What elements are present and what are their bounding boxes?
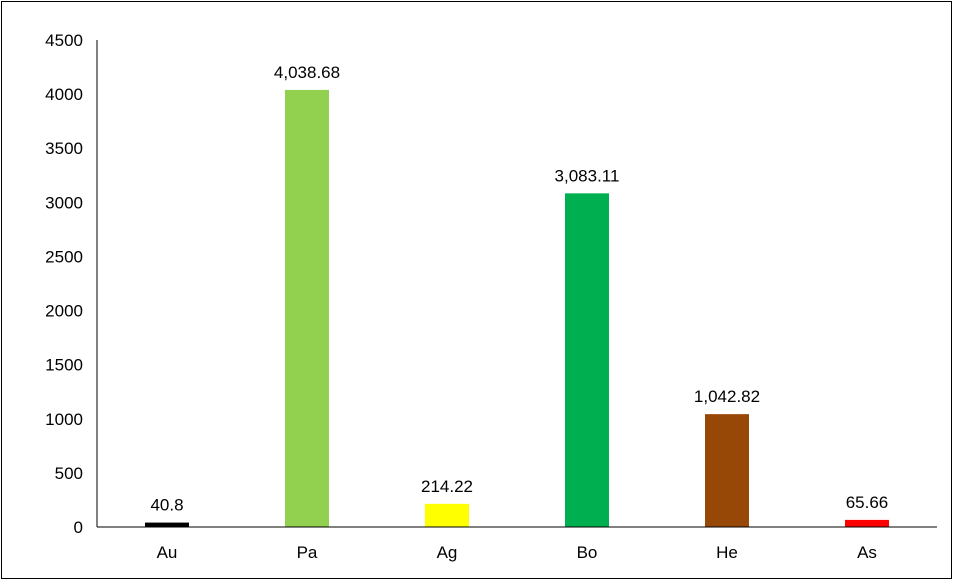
y-tick-label: 2500: [45, 247, 83, 266]
y-tick-label: 1000: [45, 410, 83, 429]
y-tick-label: 1500: [45, 356, 83, 375]
bar-bo: [565, 193, 609, 527]
data-labels: 40.8 4,038.68 214.22 3,083.11 1,042.82 65.66: [150, 63, 888, 515]
y-tick-label: 2000: [45, 302, 83, 321]
x-category-label: Bo: [577, 543, 598, 562]
x-category-label: He: [716, 543, 738, 562]
bars: [145, 89, 889, 527]
bar-pa: [285, 89, 329, 527]
x-category-label: Au: [157, 543, 178, 562]
y-tick-label: 4500: [45, 31, 83, 50]
bar-au: [145, 522, 189, 527]
y-tick-label: 3500: [45, 139, 83, 158]
data-label-he: 1,042.82: [694, 387, 760, 406]
y-axis-ticks: 0 500 1000 1500 2000 2500 3000 3500 4500 4000: [45, 31, 83, 537]
data-label-pa: 4,038.68: [274, 63, 340, 82]
y-tick-label: 4000: [45, 85, 83, 104]
x-axis-categories: Au Pa Ag Bo He As: [157, 543, 877, 562]
y-tick-label: 3000: [45, 193, 83, 212]
data-label-ag: 214.22: [421, 477, 473, 496]
bar-ag: [425, 503, 469, 527]
bar-as: [845, 519, 889, 527]
x-category-label: Pa: [297, 543, 318, 562]
y-tick-label: 0: [74, 518, 83, 537]
data-label-as: 65.66: [846, 493, 889, 512]
x-category-label: Ag: [437, 543, 458, 562]
data-label-bo: 3,083.11: [555, 166, 620, 185]
y-tick-label: 500: [55, 464, 83, 483]
bar-he: [705, 414, 749, 527]
data-label-au: 40.8: [150, 496, 183, 515]
x-category-label: As: [857, 543, 877, 562]
